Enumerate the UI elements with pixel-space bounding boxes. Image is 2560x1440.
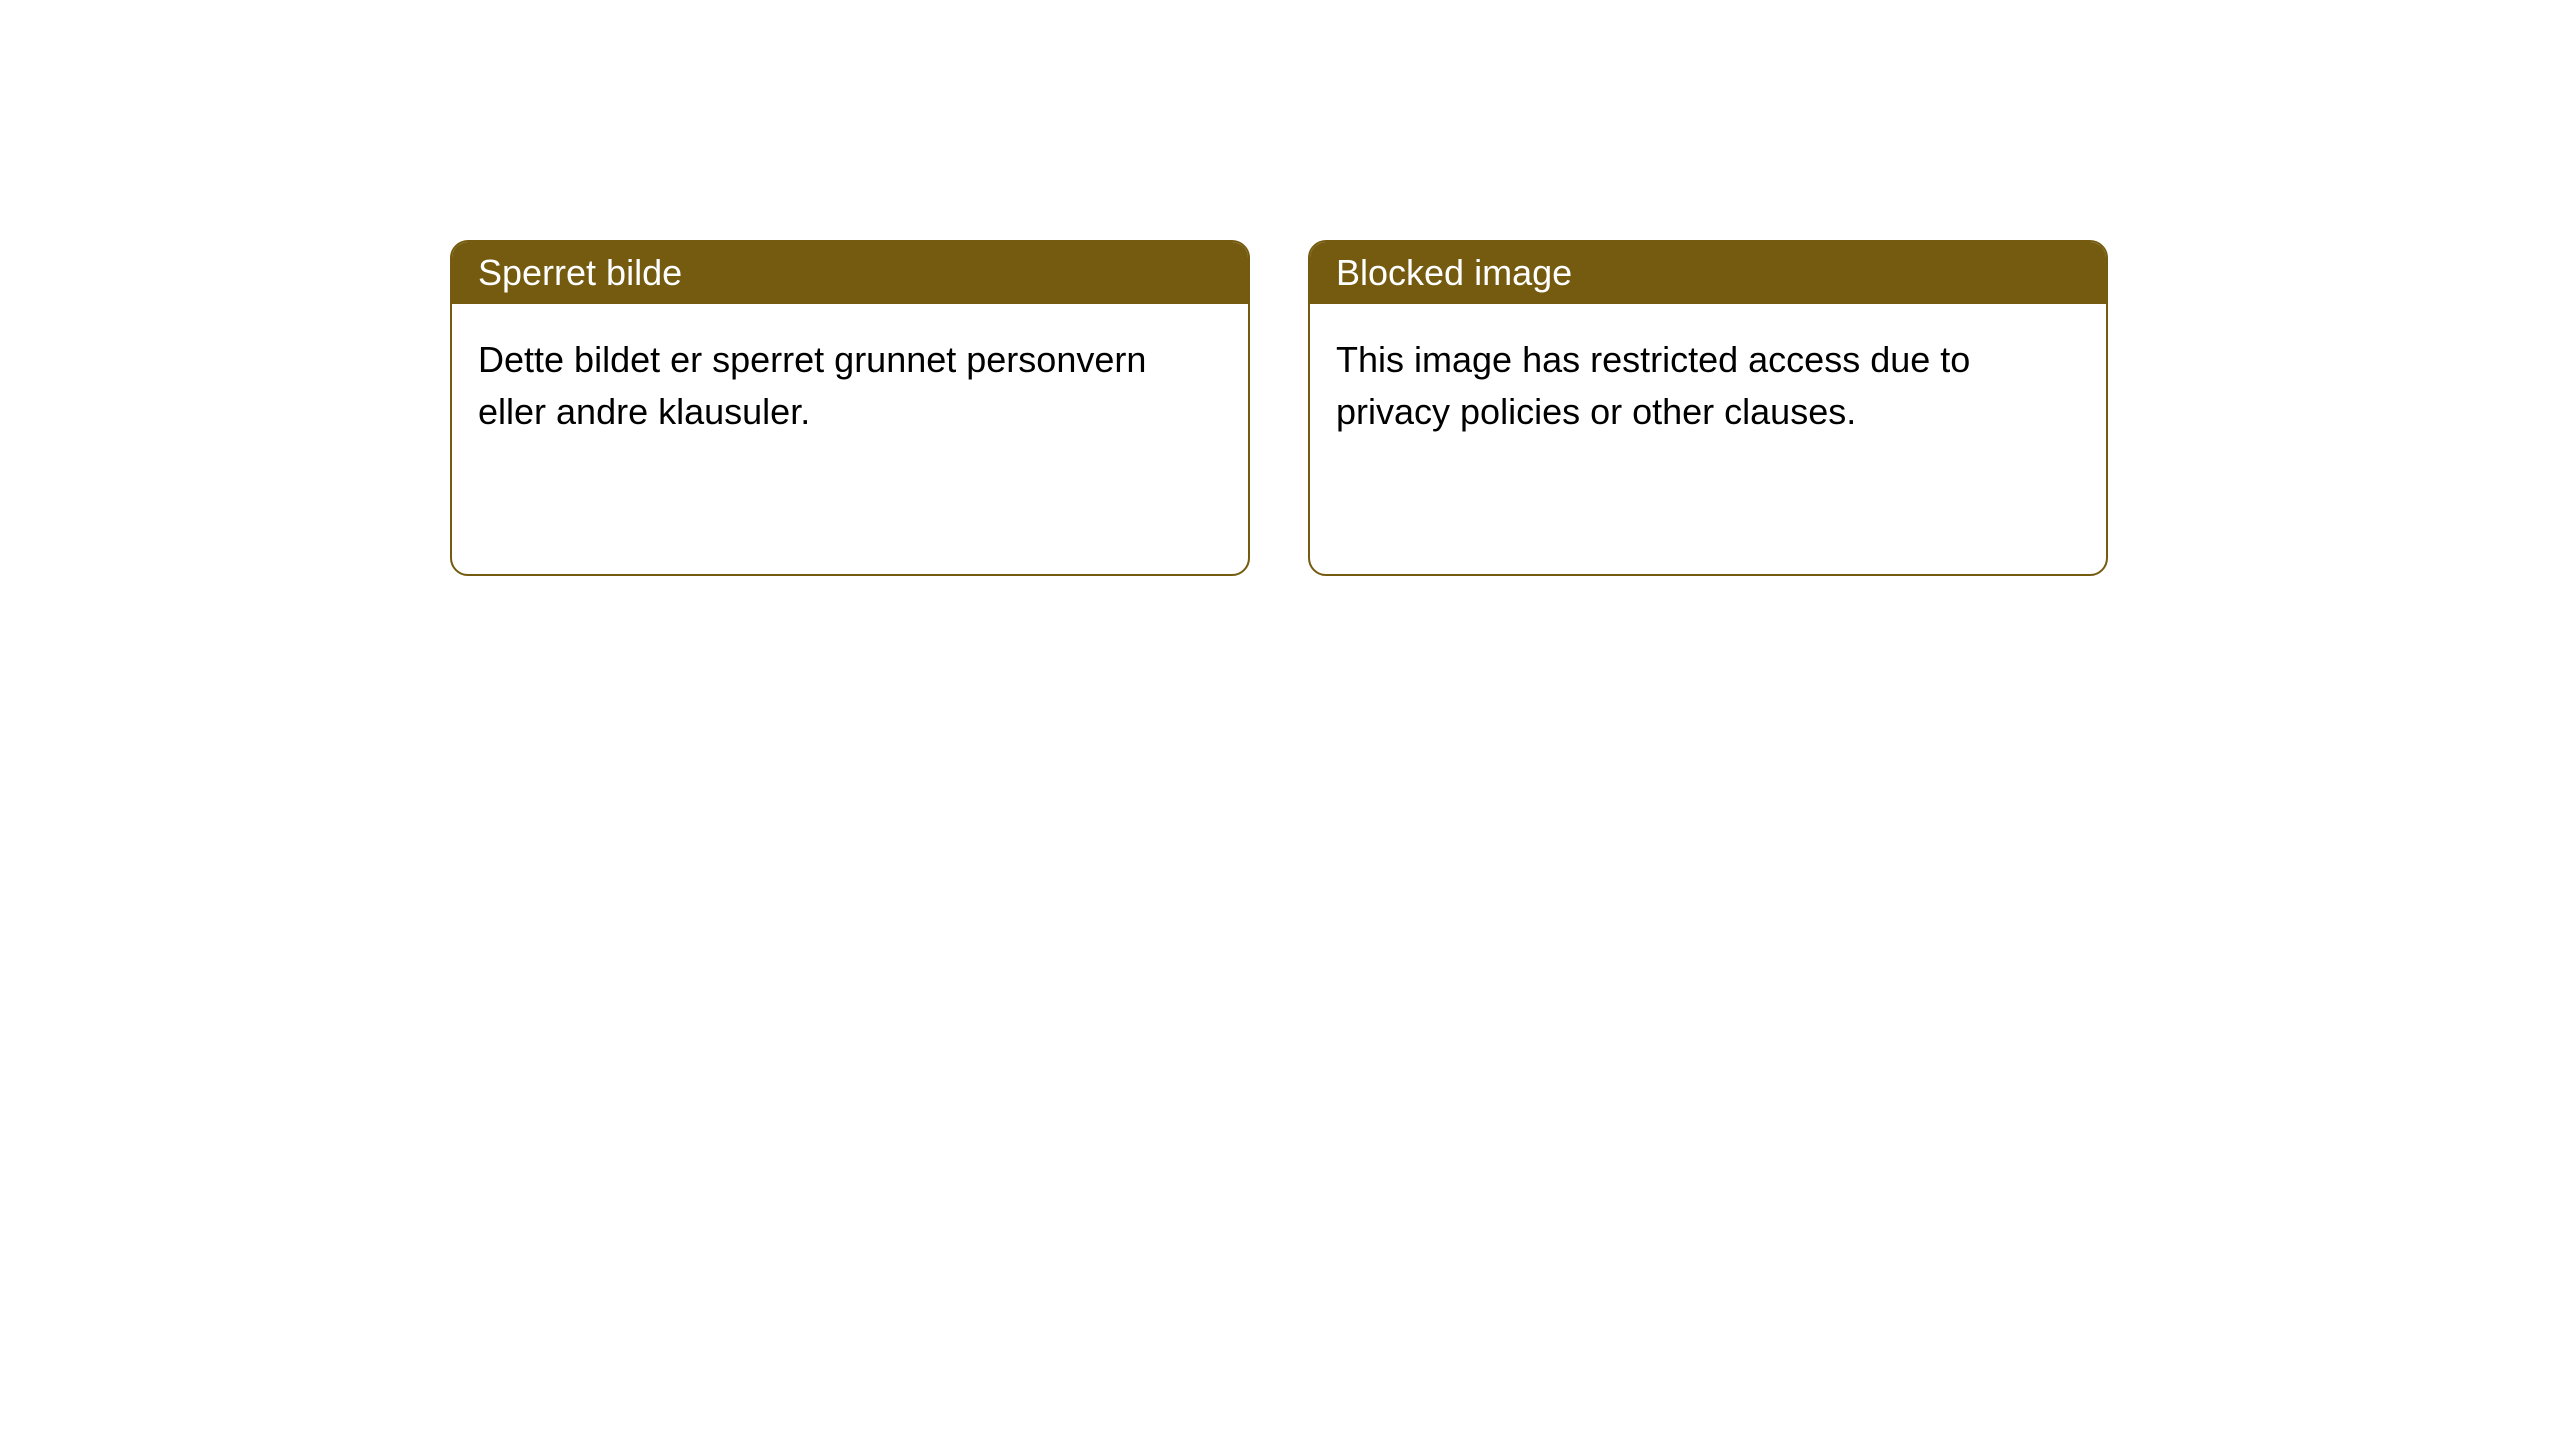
card-body: Dette bildet er sperret grunnet personve… — [452, 304, 1248, 574]
notice-container: Sperret bilde Dette bildet er sperret gr… — [450, 240, 2108, 576]
card-title: Blocked image — [1336, 252, 1572, 293]
card-body: This image has restricted access due to … — [1310, 304, 2106, 574]
notice-card-english: Blocked image This image has restricted … — [1308, 240, 2108, 576]
card-body-text: This image has restricted access due to … — [1336, 339, 1970, 432]
card-header: Blocked image — [1310, 242, 2106, 304]
card-title: Sperret bilde — [478, 252, 682, 293]
notice-card-norwegian: Sperret bilde Dette bildet er sperret gr… — [450, 240, 1250, 576]
card-body-text: Dette bildet er sperret grunnet personve… — [478, 339, 1146, 432]
card-header: Sperret bilde — [452, 242, 1248, 304]
